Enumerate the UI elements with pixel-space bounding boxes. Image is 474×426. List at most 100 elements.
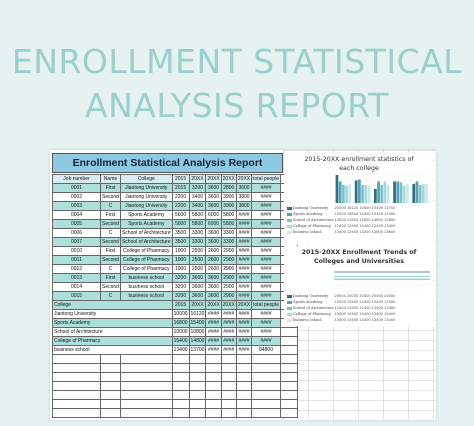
- empty-cell[interactable]: [235, 399, 253, 409]
- table-cell[interactable]: total people: [251, 300, 281, 310]
- empty-cell[interactable]: [171, 390, 190, 400]
- empty-cell[interactable]: [220, 390, 237, 400]
- empty-cell[interactable]: [235, 381, 253, 391]
- table-cell[interactable]: 0002: [52, 192, 101, 202]
- table-cell[interactable]: 1900: [171, 246, 190, 256]
- empty-cell[interactable]: [279, 345, 298, 355]
- table-cell[interactable]: 10000: [171, 309, 190, 319]
- table-cell[interactable]: ####: [251, 183, 281, 193]
- table-cell[interactable]: 3200: [171, 282, 190, 292]
- table-cell[interactable]: 5800: [220, 210, 237, 220]
- empty-cell[interactable]: [119, 354, 173, 364]
- empty-cell[interactable]: [52, 354, 101, 364]
- table-cell[interactable]: Sports Academy: [119, 210, 173, 220]
- table-cell[interactable]: First: [100, 246, 121, 256]
- empty-cell[interactable]: [100, 381, 121, 391]
- table-cell[interactable]: 10000: [171, 327, 190, 337]
- table-cell[interactable]: 0004: [52, 210, 101, 220]
- table-cell[interactable]: 84800: [251, 345, 281, 355]
- table-cell[interactable]: ####: [251, 228, 281, 238]
- table-cell[interactable]: C: [100, 291, 121, 301]
- table-cell[interactable]: First: [100, 183, 121, 193]
- table-cell[interactable]: ####: [251, 327, 281, 337]
- table-cell[interactable]: 3400: [188, 201, 207, 211]
- table-cell[interactable]: ####: [251, 237, 281, 247]
- empty-cell[interactable]: [171, 408, 190, 418]
- table-cell[interactable]: 20XX: [205, 300, 222, 310]
- table-cell[interactable]: 3600: [205, 183, 222, 193]
- table-cell[interactable]: 15400: [188, 318, 207, 328]
- table-cell[interactable]: ####: [220, 345, 237, 355]
- empty-cell[interactable]: [279, 354, 298, 364]
- empty-cell[interactable]: [171, 399, 190, 409]
- empty-cell[interactable]: [100, 354, 121, 364]
- empty-cell[interactable]: [100, 372, 121, 382]
- table-cell[interactable]: First: [100, 273, 121, 283]
- table-cell[interactable]: Job number: [52, 174, 101, 184]
- empty-cell[interactable]: [52, 372, 101, 382]
- table-cell[interactable]: 3600: [188, 282, 207, 292]
- table-cell[interactable]: ####: [220, 336, 237, 346]
- table-cell[interactable]: ####: [235, 219, 253, 229]
- table-cell[interactable]: ####: [205, 318, 222, 328]
- table-cell[interactable]: 6000: [205, 219, 222, 229]
- table-cell[interactable]: 2900: [220, 282, 237, 292]
- empty-cell[interactable]: [52, 363, 101, 373]
- empty-cell[interactable]: [279, 381, 298, 391]
- table-cell[interactable]: College: [119, 174, 173, 184]
- empty-cell[interactable]: [279, 363, 298, 373]
- empty-cell[interactable]: [100, 399, 121, 409]
- table-cell[interactable]: 1900: [171, 255, 190, 265]
- table-cell[interactable]: 0013: [52, 273, 101, 283]
- table-cell[interactable]: 2200: [171, 201, 190, 211]
- empty-cell[interactable]: [100, 363, 121, 373]
- empty-cell[interactable]: [171, 354, 190, 364]
- empty-cell[interactable]: [251, 354, 281, 364]
- table-cell[interactable]: ####: [235, 345, 253, 355]
- empty-cell[interactable]: [119, 363, 173, 373]
- table-cell[interactable]: 5800: [188, 210, 207, 220]
- empty-cell[interactable]: [119, 381, 173, 391]
- table-cell[interactable]: 6000: [205, 210, 222, 220]
- table-cell[interactable]: School of Architecture: [52, 327, 173, 337]
- table-cell[interactable]: 2500: [188, 264, 207, 274]
- empty-cell[interactable]: [220, 381, 237, 391]
- empty-cell[interactable]: [235, 408, 253, 418]
- table-cell[interactable]: 3300: [220, 228, 237, 238]
- table-cell[interactable]: business school: [119, 282, 173, 292]
- empty-cell[interactable]: [251, 363, 281, 373]
- empty-cell[interactable]: [52, 408, 101, 418]
- empty-cell[interactable]: [279, 327, 298, 337]
- table-cell[interactable]: C: [100, 201, 121, 211]
- table-cell[interactable]: 0005: [52, 219, 101, 229]
- empty-cell[interactable]: [251, 408, 281, 418]
- table-cell[interactable]: 2600: [205, 246, 222, 256]
- table-cell[interactable]: 20XX: [188, 300, 207, 310]
- table-cell[interactable]: 5800: [220, 219, 237, 229]
- empty-cell[interactable]: [171, 381, 190, 391]
- empty-cell[interactable]: [251, 390, 281, 400]
- table-cell[interactable]: College of Pharmacy: [52, 336, 173, 346]
- table-cell[interactable]: 3300: [220, 237, 237, 247]
- table-cell[interactable]: College of Pharmacy: [119, 264, 173, 274]
- table-cell[interactable]: Second: [100, 282, 121, 292]
- table-cell[interactable]: 3600: [205, 273, 222, 283]
- table-cell[interactable]: 3900: [220, 192, 237, 202]
- empty-cell[interactable]: [251, 372, 281, 382]
- table-cell[interactable]: Name: [100, 174, 121, 184]
- table-cell[interactable]: 3200: [171, 273, 190, 283]
- table-cell[interactable]: School of Architecture: [119, 237, 173, 247]
- table-cell[interactable]: 3900: [220, 201, 237, 211]
- table-cell[interactable]: 3600: [205, 201, 222, 211]
- table-cell[interactable]: 2200: [171, 192, 190, 202]
- table-cell[interactable]: Second: [100, 237, 121, 247]
- table-cell[interactable]: ####: [235, 264, 253, 274]
- empty-cell[interactable]: [279, 336, 298, 346]
- table-cell[interactable]: ####: [235, 309, 253, 319]
- table-cell[interactable]: 3800: [235, 192, 253, 202]
- table-cell[interactable]: ####: [235, 273, 253, 283]
- table-cell[interactable]: ####: [205, 345, 222, 355]
- table-cell[interactable]: ####: [251, 210, 281, 220]
- table-cell[interactable]: 5800: [188, 219, 207, 229]
- table-cell[interactable]: ####: [235, 336, 253, 346]
